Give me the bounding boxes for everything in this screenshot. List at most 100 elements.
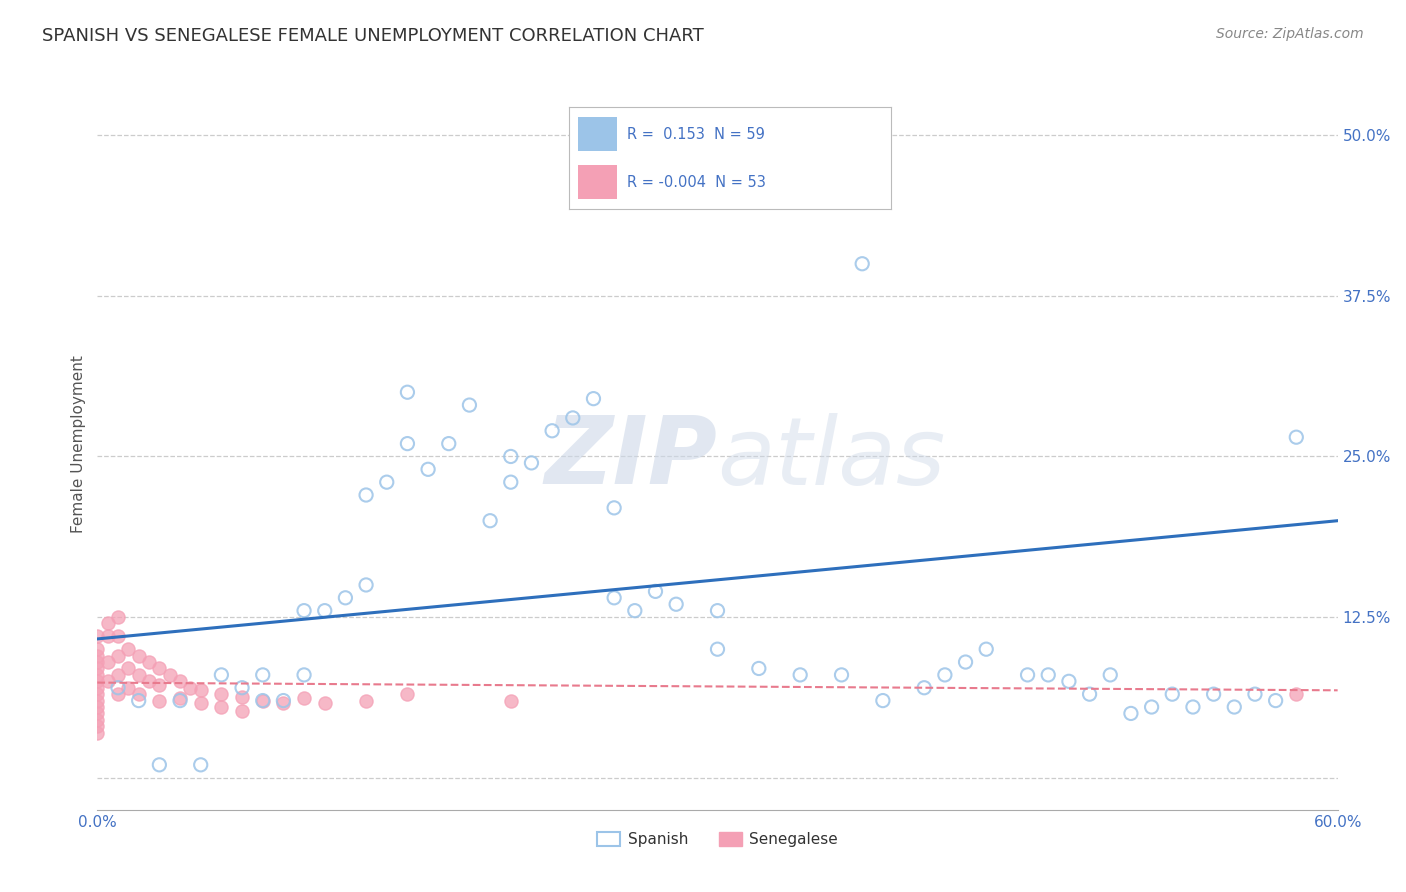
Point <box>354 578 377 592</box>
Point <box>107 648 129 663</box>
Point <box>1202 687 1225 701</box>
Point <box>1038 668 1060 682</box>
Text: Source: ZipAtlas.com: Source: ZipAtlas.com <box>1216 27 1364 41</box>
Point <box>128 668 150 682</box>
Point <box>169 674 191 689</box>
Point <box>97 655 120 669</box>
Point <box>335 591 357 605</box>
Point <box>974 642 997 657</box>
Point <box>148 678 170 692</box>
Point <box>231 681 253 695</box>
Point <box>148 693 170 707</box>
Point <box>1264 693 1286 707</box>
Point <box>138 655 160 669</box>
Point <box>1285 687 1308 701</box>
Point <box>706 604 728 618</box>
Point <box>499 475 522 490</box>
Point <box>520 456 543 470</box>
Point <box>1017 668 1039 682</box>
Point <box>128 648 150 663</box>
Point <box>86 719 108 733</box>
Point <box>190 683 212 698</box>
Point <box>314 604 336 618</box>
Text: ZIP: ZIP <box>544 412 717 504</box>
Point <box>86 668 108 682</box>
Point <box>582 392 605 406</box>
Point <box>644 584 666 599</box>
Point <box>86 629 108 643</box>
Point <box>375 475 398 490</box>
Point <box>789 668 811 682</box>
Point <box>86 693 108 707</box>
Point <box>117 661 139 675</box>
Point <box>541 424 564 438</box>
Point <box>912 681 935 695</box>
Point <box>148 757 170 772</box>
Point <box>458 398 481 412</box>
Point <box>159 668 181 682</box>
Point <box>86 642 108 657</box>
Point <box>292 604 315 618</box>
Point <box>209 668 232 682</box>
Point <box>209 687 232 701</box>
Point <box>416 462 439 476</box>
Point <box>231 704 253 718</box>
Point <box>1057 674 1080 689</box>
Point <box>934 668 956 682</box>
Point <box>499 450 522 464</box>
Point <box>1078 687 1101 701</box>
Point <box>252 693 274 707</box>
Point <box>354 693 377 707</box>
Point <box>117 681 139 695</box>
Point <box>499 693 522 707</box>
Point <box>86 725 108 739</box>
Point <box>86 687 108 701</box>
Point <box>314 696 336 710</box>
Point <box>107 681 129 695</box>
Point <box>107 610 129 624</box>
Point <box>107 629 129 643</box>
Point <box>396 385 419 400</box>
Point <box>169 691 191 706</box>
Point <box>128 693 150 707</box>
Point <box>86 713 108 727</box>
Point <box>107 668 129 682</box>
Point <box>396 436 419 450</box>
Point <box>117 642 139 657</box>
Y-axis label: Female Unemployment: Female Unemployment <box>72 355 86 533</box>
Point <box>252 693 274 707</box>
Point <box>179 681 201 695</box>
Point <box>706 642 728 657</box>
Point <box>128 687 150 701</box>
Point <box>190 757 212 772</box>
Point <box>955 655 977 669</box>
Point <box>86 648 108 663</box>
Point <box>86 674 108 689</box>
Text: atlas: atlas <box>717 413 946 504</box>
Point <box>603 591 626 605</box>
Point <box>1119 706 1142 721</box>
Point <box>1140 700 1163 714</box>
Legend: Spanish, Senegalese: Spanish, Senegalese <box>591 826 844 854</box>
Point <box>190 696 212 710</box>
Point <box>603 500 626 515</box>
Point <box>872 693 894 707</box>
Point <box>138 674 160 689</box>
Point <box>148 661 170 675</box>
Point <box>273 696 295 710</box>
Point <box>209 700 232 714</box>
Point <box>1285 430 1308 444</box>
Point <box>851 257 873 271</box>
Point <box>1181 700 1204 714</box>
Text: SPANISH VS SENEGALESE FEMALE UNEMPLOYMENT CORRELATION CHART: SPANISH VS SENEGALESE FEMALE UNEMPLOYMEN… <box>42 27 704 45</box>
Point <box>86 661 108 675</box>
Point <box>169 693 191 707</box>
Point <box>86 681 108 695</box>
Point <box>292 691 315 706</box>
Point <box>479 514 502 528</box>
Point <box>831 668 853 682</box>
Point <box>97 616 120 631</box>
Point <box>396 687 419 701</box>
Point <box>561 411 583 425</box>
Point <box>86 655 108 669</box>
